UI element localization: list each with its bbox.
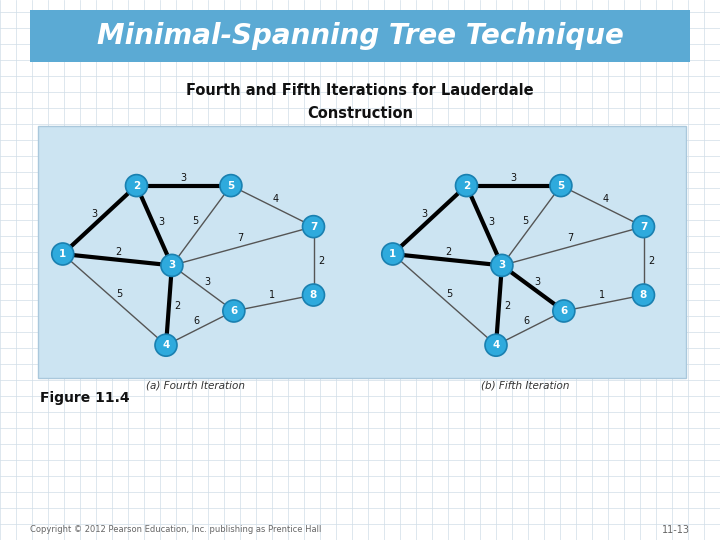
Text: 3: 3: [168, 260, 176, 271]
Circle shape: [491, 254, 513, 276]
Circle shape: [220, 174, 242, 197]
Text: 1: 1: [389, 249, 397, 259]
Text: Figure 11.4: Figure 11.4: [40, 391, 130, 405]
Text: 6: 6: [523, 316, 529, 326]
Text: Minimal-Spanning Tree Technique: Minimal-Spanning Tree Technique: [96, 22, 624, 50]
Text: 4: 4: [162, 340, 170, 350]
Circle shape: [550, 174, 572, 197]
Text: 2: 2: [504, 301, 510, 311]
Circle shape: [485, 334, 507, 356]
Text: Copyright © 2012 Pearson Education, Inc. publishing as Prentice Hall: Copyright © 2012 Pearson Education, Inc.…: [30, 525, 321, 535]
Text: 2: 2: [318, 256, 325, 266]
Text: 8: 8: [640, 290, 647, 300]
FancyBboxPatch shape: [30, 10, 690, 62]
Text: 2: 2: [649, 256, 654, 266]
Text: 1: 1: [599, 290, 606, 300]
Text: 3: 3: [91, 209, 97, 219]
Text: (a) Fourth Iteration: (a) Fourth Iteration: [146, 380, 245, 390]
Circle shape: [632, 284, 654, 306]
Text: 2: 2: [133, 180, 140, 191]
Text: 3: 3: [488, 217, 495, 227]
Text: 1: 1: [269, 290, 275, 300]
Text: 3: 3: [421, 209, 427, 219]
Circle shape: [456, 174, 477, 197]
Text: 7: 7: [310, 221, 318, 232]
Text: 3: 3: [158, 217, 165, 227]
Circle shape: [302, 284, 325, 306]
Text: 5: 5: [228, 180, 235, 191]
Text: 4: 4: [492, 340, 500, 350]
Text: 6: 6: [230, 306, 238, 316]
Text: 2: 2: [115, 247, 121, 256]
Circle shape: [161, 254, 183, 276]
Circle shape: [52, 243, 73, 265]
Text: 5: 5: [446, 288, 453, 299]
Text: 5: 5: [192, 216, 198, 226]
Text: 5: 5: [522, 216, 528, 226]
Circle shape: [382, 243, 404, 265]
Text: 1: 1: [59, 249, 66, 259]
Text: 7: 7: [567, 233, 574, 244]
Circle shape: [553, 300, 575, 322]
Circle shape: [125, 174, 148, 197]
Text: 4: 4: [603, 194, 609, 204]
Text: 11-13: 11-13: [662, 525, 690, 535]
Text: 3: 3: [204, 277, 211, 287]
Text: 3: 3: [534, 277, 541, 287]
Circle shape: [302, 215, 325, 238]
Text: 4: 4: [273, 194, 279, 204]
Text: 3: 3: [510, 173, 517, 183]
Text: 8: 8: [310, 290, 317, 300]
Text: 5: 5: [557, 180, 564, 191]
Text: 3: 3: [181, 173, 186, 183]
Text: 6: 6: [193, 316, 199, 326]
Text: 7: 7: [640, 221, 647, 232]
Circle shape: [632, 215, 654, 238]
Text: 2: 2: [463, 180, 470, 191]
Circle shape: [223, 300, 245, 322]
FancyBboxPatch shape: [38, 126, 686, 378]
Text: 7: 7: [238, 233, 243, 244]
Text: Fourth and Fifth Iterations for Lauderdale
Construction: Fourth and Fifth Iterations for Lauderda…: [186, 83, 534, 120]
Text: (b) Fifth Iteration: (b) Fifth Iteration: [481, 380, 570, 390]
Text: 6: 6: [560, 306, 567, 316]
Circle shape: [155, 334, 177, 356]
Text: 2: 2: [174, 301, 180, 311]
Text: 2: 2: [445, 247, 451, 256]
Text: 3: 3: [498, 260, 505, 271]
Text: 5: 5: [117, 288, 123, 299]
